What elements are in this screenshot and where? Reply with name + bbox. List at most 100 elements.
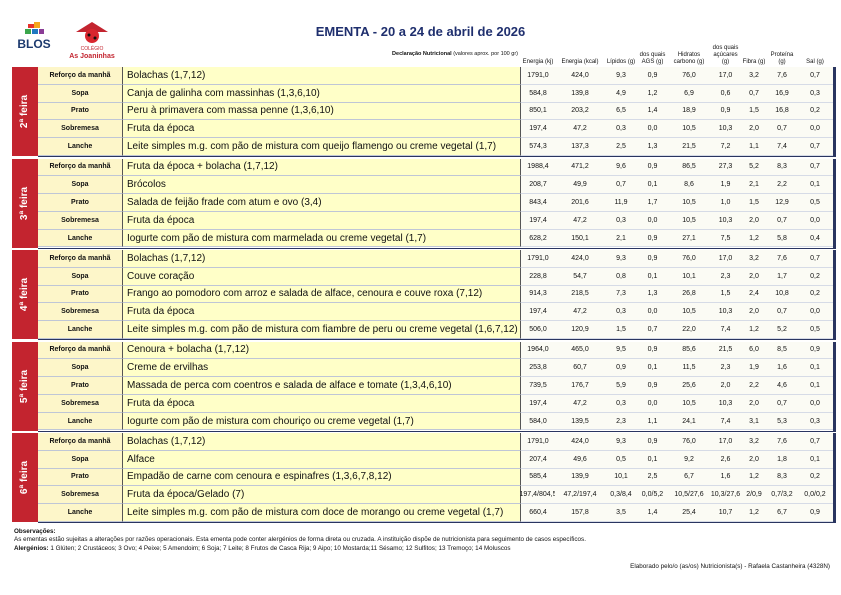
nutrition-value: 1791,0 (521, 433, 555, 451)
nutrition-value: 9,3 (605, 67, 637, 85)
nutrition-value: 0,0 (797, 303, 833, 322)
nutrition-value: 17,0 (710, 67, 741, 85)
nutrition-value: 0,7 (797, 138, 833, 156)
nutrition-value: 0,7 (797, 433, 833, 451)
nutrition-value: 4,9 (605, 84, 637, 103)
nutrition-value: 2,4 (741, 285, 767, 304)
meal-type: Sopa (38, 450, 122, 469)
nutrition-value: 2,6 (710, 450, 741, 469)
right-border (833, 158, 836, 248)
nutrition-value: 0,7 (605, 176, 637, 195)
nutrition-value: 0,2 (797, 468, 833, 487)
nutrition-value: 3,2 (741, 433, 767, 451)
nutrition-value: 18,9 (668, 102, 710, 121)
nutrition-value: 1,3 (637, 285, 668, 304)
allergens-text: 1 Glúten; 2 Crustáceos; 3 Ovo; 4 Peixe; … (50, 545, 511, 552)
dish: Peru à primavera com massa penne (1,3,6,… (122, 102, 521, 121)
day-label: 3ª feira (12, 158, 38, 248)
observations-text: As ementas estão sujeitas a alterações p… (14, 536, 586, 543)
nutrition-value: 0,0 (637, 120, 668, 139)
nutrition-value: 2,0 (741, 303, 767, 322)
nutrition-value: 5,9 (605, 377, 637, 395)
meal-type: Reforço da manhã (38, 67, 122, 85)
nutrition-value: 424,0 (555, 67, 605, 85)
dish: Cenoura + bolacha (1,7,12) (122, 341, 521, 360)
nutrition-value: 1,9 (710, 176, 741, 195)
allergens-label: Alergénios: (14, 545, 49, 552)
day-label: 6ª feira (12, 433, 38, 522)
nutrition-value: 3,1 (741, 412, 767, 431)
nutrition-value: 86,5 (668, 158, 710, 177)
nutrition-value: 0,4 (797, 229, 833, 248)
dish: Brócolos (122, 176, 521, 195)
nutrition-value: 2,3 (710, 359, 741, 378)
column-header: dos quais AGS (g) (639, 52, 666, 65)
nutrition-value: 139,8 (555, 84, 605, 103)
nutrition-value: 1,1 (637, 412, 668, 431)
nutrition-value: 584,0 (521, 412, 555, 431)
nutrition-value: 3,2 (741, 250, 767, 268)
column-header: Lípidos (g) (606, 59, 636, 65)
nutrition-value: 9,6 (605, 158, 637, 177)
nutrition-value: 76,0 (668, 67, 710, 85)
nutrition-value: 16,9 (767, 84, 797, 103)
nutrition-value: 137,3 (555, 138, 605, 156)
block-rule (38, 339, 836, 340)
nutrition-value: 10,1 (605, 468, 637, 487)
nutrition-value: 27,3 (710, 158, 741, 177)
meal-type: Sopa (38, 176, 122, 195)
nutrition-value: 157,8 (555, 504, 605, 522)
declaration-label: Declaração Nutricional (392, 51, 452, 57)
nutrition-value: 0,9 (797, 341, 833, 360)
column-header: Energia (kj) (522, 59, 554, 65)
meal-type: Sobremesa (38, 394, 122, 413)
nutrition-value: 0,9 (797, 504, 833, 522)
nutrition-value: 76,0 (668, 433, 710, 451)
dish: Canja de galinha com massinhas (1,3,6,10… (122, 84, 521, 103)
nutrition-value: 2,0 (741, 120, 767, 139)
dish: Fruta da época/Gelado (7) (122, 486, 521, 505)
nutrition-value: 628,2 (521, 229, 555, 248)
day-text: 2ª feira (19, 94, 31, 129)
nutrition-value: 0,7 (767, 120, 797, 139)
nutrition-value: 3,2 (741, 67, 767, 85)
nutrition-value: 0,9 (637, 229, 668, 248)
nutrition-value: 139,5 (555, 412, 605, 431)
meal-type: Reforço da manhã (38, 341, 122, 360)
nutrition-value: 0,0 (797, 120, 833, 139)
nutrition-value: 24,1 (668, 412, 710, 431)
nutrition-value: 0,6 (710, 84, 741, 103)
nutrition-value: 120,9 (555, 321, 605, 339)
meal-type: Sobremesa (38, 211, 122, 230)
nutrition-value: 914,3 (521, 285, 555, 304)
nutrition-value: 1,5 (741, 194, 767, 212)
nutrition-value: 0,9 (637, 341, 668, 360)
nutrition-value: 9,2 (668, 450, 710, 469)
nutrition-value: 506,0 (521, 321, 555, 339)
dish: Bolachas (1,7,12) (122, 67, 521, 85)
nutrition-value: 2,0 (741, 267, 767, 286)
nutrition-value: 0,2 (797, 285, 833, 304)
nutrition-value: 201,6 (555, 194, 605, 212)
meal-type: Sobremesa (38, 303, 122, 322)
nutrition-value: 0,0 (637, 394, 668, 413)
nutrition-value: 2,0 (741, 211, 767, 230)
nutrition-value: 0,7 (767, 303, 797, 322)
nutrition-value: 2,1 (605, 229, 637, 248)
logo-school-name: As Joaninhas (69, 53, 115, 60)
nutrition-value: 850,1 (521, 102, 555, 121)
meal-type: Lanche (38, 138, 122, 156)
nutrition-value: 197,4/804,5 (520, 486, 557, 505)
nutrition-value: 228,8 (521, 267, 555, 286)
nutrition-value: 1,6 (710, 468, 741, 487)
nutrition-value: 0,9 (637, 250, 668, 268)
nutrition-value: 150,1 (555, 229, 605, 248)
nutrition-value: 8,3 (767, 158, 797, 177)
nutrition-value: 12,9 (767, 194, 797, 212)
day-text: 5ª feira (19, 369, 31, 403)
block-rule (38, 522, 836, 523)
nutrition-value: 424,0 (555, 250, 605, 268)
nutrition-value: 0,9 (637, 67, 668, 85)
nutrition-value: 739,5 (521, 377, 555, 395)
